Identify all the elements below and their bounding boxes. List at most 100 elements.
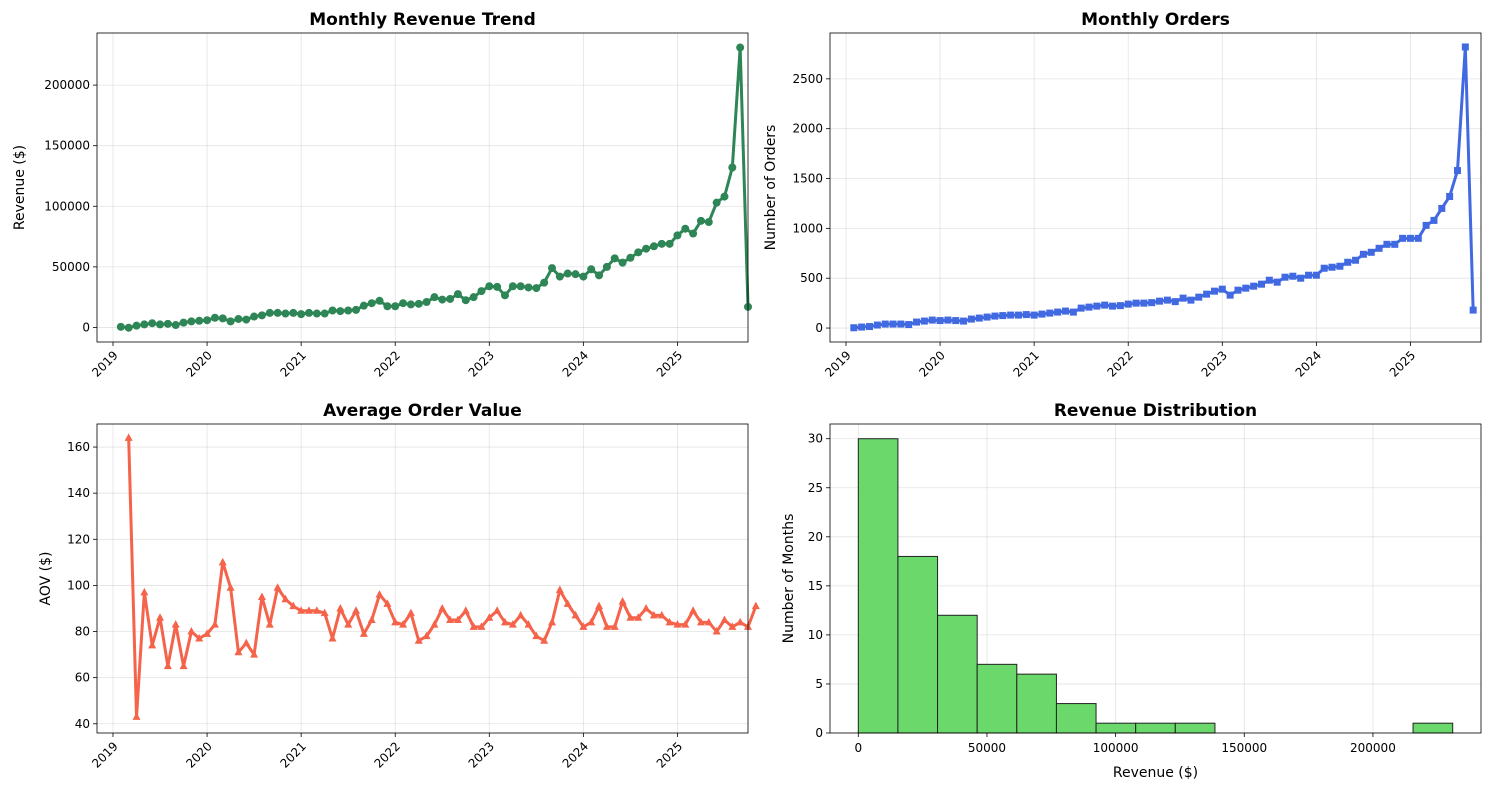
aov-point <box>563 599 572 607</box>
orders-point <box>1281 273 1289 281</box>
revenue-point <box>516 282 525 291</box>
aov-ytick-label: 40 <box>75 717 90 731</box>
orders-point <box>897 320 905 328</box>
orders-xtick-label: 2021 <box>1010 348 1041 379</box>
revenue-point <box>673 231 682 240</box>
orders-point <box>1148 299 1156 307</box>
orders-point <box>1383 240 1391 248</box>
revenue-point <box>720 192 729 201</box>
revenue-point <box>618 258 627 267</box>
revenue-ytick-label: 150000 <box>44 139 90 153</box>
distribution-ytick-label: 10 <box>808 628 823 642</box>
orders-point <box>1030 311 1038 319</box>
aov-point <box>438 603 447 612</box>
distribution-xlabel: Revenue ($) <box>1113 765 1198 781</box>
orders-point <box>1312 271 1320 279</box>
orders-point <box>928 316 936 324</box>
distribution-ytick-label: 30 <box>808 432 823 446</box>
orders-point <box>1116 302 1124 310</box>
orders-point <box>991 312 999 320</box>
aov-point <box>391 617 400 626</box>
aov-point <box>446 615 455 624</box>
aov-point <box>681 620 690 628</box>
orders-point <box>999 312 1007 320</box>
distribution-xtick-label: 50000 <box>968 741 1006 755</box>
orders-point <box>1038 310 1046 318</box>
revenue-point <box>532 284 541 293</box>
distribution-bar <box>1016 673 1057 734</box>
orders-point <box>1391 240 1399 248</box>
aov-point <box>257 592 266 600</box>
revenue-point <box>312 309 321 318</box>
revenue-point <box>736 43 745 52</box>
aov-point <box>163 661 172 670</box>
revenue-point <box>548 264 557 273</box>
aov-axes-frame <box>96 423 749 734</box>
orders-point <box>913 318 921 326</box>
revenue-point <box>179 318 188 327</box>
aov-point <box>665 617 674 626</box>
orders-xtick-label: 2025 <box>1387 348 1418 379</box>
revenue-ytick-label: 200000 <box>44 78 90 92</box>
orders-point <box>1359 250 1367 258</box>
revenue-point <box>414 299 423 308</box>
revenue-point <box>148 319 157 328</box>
distribution-chart: Revenue Distribution 0 50000 100000 150000 20… <box>781 401 1482 781</box>
aov-point <box>516 610 525 619</box>
orders-point <box>1336 262 1344 270</box>
aov-point <box>406 608 415 617</box>
aov-ytick-label: 80 <box>75 625 90 639</box>
revenue-point <box>477 287 486 296</box>
orders-point <box>858 323 866 331</box>
revenue-point <box>642 244 651 253</box>
orders-point <box>1414 234 1422 242</box>
revenue-xtick-label: 2024 <box>560 348 591 379</box>
distribution-bar <box>1174 722 1216 734</box>
aov-ytick-label: 140 <box>67 486 90 500</box>
orders-point <box>1140 299 1148 307</box>
orders-ytick-label: 2500 <box>792 72 823 86</box>
aov-point <box>359 629 368 637</box>
aov-point <box>548 617 557 626</box>
aov-point <box>367 615 376 624</box>
orders-xtick-label: 2019 <box>822 348 853 379</box>
aov-xtick-label: 2022 <box>371 739 402 770</box>
revenue-point <box>226 317 235 326</box>
orders-point <box>1430 216 1438 224</box>
aov-point <box>751 601 760 610</box>
orders-ytick-label: 0 <box>815 321 823 335</box>
revenue-point <box>681 224 690 233</box>
revenue-series-line <box>120 46 750 330</box>
orders-point <box>1250 282 1258 290</box>
revenue-point <box>195 316 204 325</box>
distribution-xtick-label: 200000 <box>1350 741 1396 755</box>
revenue-point <box>265 308 274 317</box>
aov-point <box>344 620 353 628</box>
aov-point <box>203 629 212 637</box>
distribution-ytick-label: 20 <box>808 530 823 544</box>
orders-point <box>1305 271 1313 279</box>
revenue-xtick-label: 2019 <box>89 348 120 379</box>
revenue-point <box>610 254 619 263</box>
revenue-point <box>555 272 564 281</box>
revenue-point <box>250 312 259 321</box>
revenue-point <box>728 163 737 172</box>
aov-point <box>320 608 329 617</box>
aov-xtick-label: 2023 <box>466 739 497 770</box>
aov-point <box>328 633 337 642</box>
revenue-xtick-label: 2023 <box>466 348 497 379</box>
revenue-point <box>132 321 141 330</box>
orders-point <box>1179 294 1187 302</box>
orders-xtick-label: 2023 <box>1199 348 1230 379</box>
revenue-point <box>273 308 282 317</box>
orders-point <box>850 324 858 332</box>
revenue-point <box>563 269 572 278</box>
aov-point <box>728 622 737 630</box>
orders-point <box>905 321 913 329</box>
distribution-bar <box>897 555 939 734</box>
orders-point <box>873 321 881 329</box>
revenue-point <box>383 302 392 311</box>
orders-point <box>1046 309 1054 317</box>
orders-point <box>1210 287 1218 295</box>
aov-point <box>649 610 658 619</box>
